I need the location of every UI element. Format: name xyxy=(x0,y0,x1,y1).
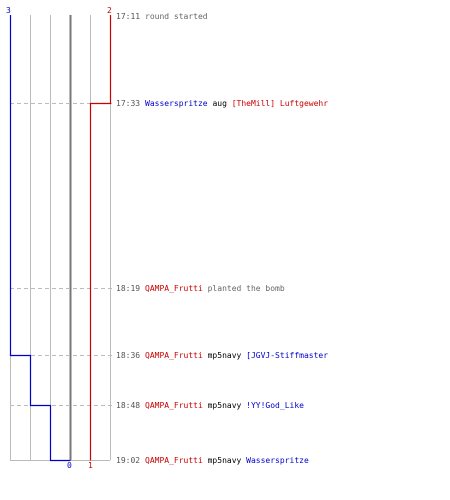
event-time: 18:19 xyxy=(116,284,140,293)
event-segment: [JGVJ-Stiffmaster xyxy=(246,351,328,360)
event-text: QAMPA_Frutti mp5navy [JGVJ-Stiffmaster xyxy=(145,351,328,360)
event-text: Wasserspritze aug [TheMill] Luftgewehr xyxy=(145,99,328,108)
event-segment: QAMPA_Frutti xyxy=(145,401,203,410)
event-segment: [TheMill] Luftgewehr xyxy=(232,99,329,108)
blue-team-line xyxy=(9,15,71,462)
event-segment: mp5navy xyxy=(203,351,246,360)
event-time: 19:02 xyxy=(116,456,140,465)
event-text: QAMPA_Frutti mp5navy Wasserspritze xyxy=(145,456,309,465)
event-time: 17:11 xyxy=(116,12,140,21)
event-segment: !YY!God_Like xyxy=(246,401,304,410)
event-segment: mp5navy xyxy=(203,401,246,410)
axis-label-bottom-one: 1 xyxy=(88,461,93,470)
axis-label-bottom-zero: 0 xyxy=(67,461,72,470)
axis-label-top-right: 2 xyxy=(107,6,112,15)
axis-label-top-left: 3 xyxy=(6,6,11,15)
event-segment: Wasserspritze xyxy=(246,456,309,465)
event-time: 18:48 xyxy=(116,401,140,410)
event-segment: round started xyxy=(145,12,208,21)
event-list: 17:11 round started 17:33 Wasserspritze … xyxy=(116,12,328,465)
event-text: QAMPA_Frutti mp5navy !YY!God_Like xyxy=(145,401,304,410)
grid-lines xyxy=(10,15,111,460)
event-segment: Wasserspritze xyxy=(145,99,208,108)
event-time: 17:33 xyxy=(116,99,140,108)
event-time: 18:36 xyxy=(116,351,140,360)
event-text: round started xyxy=(145,12,208,21)
event-segment: mp5navy xyxy=(203,456,246,465)
event-segment: QAMPA_Frutti xyxy=(145,351,203,360)
event-segment: planted the bomb xyxy=(203,284,285,293)
event-segment: aug xyxy=(208,99,232,108)
event-guides xyxy=(10,103,113,406)
event-text: QAMPA_Frutti planted the bomb xyxy=(145,284,285,293)
red-team-line xyxy=(89,15,112,461)
event-segment: QAMPA_Frutti xyxy=(145,284,203,293)
event-segment: QAMPA_Frutti xyxy=(145,456,203,465)
